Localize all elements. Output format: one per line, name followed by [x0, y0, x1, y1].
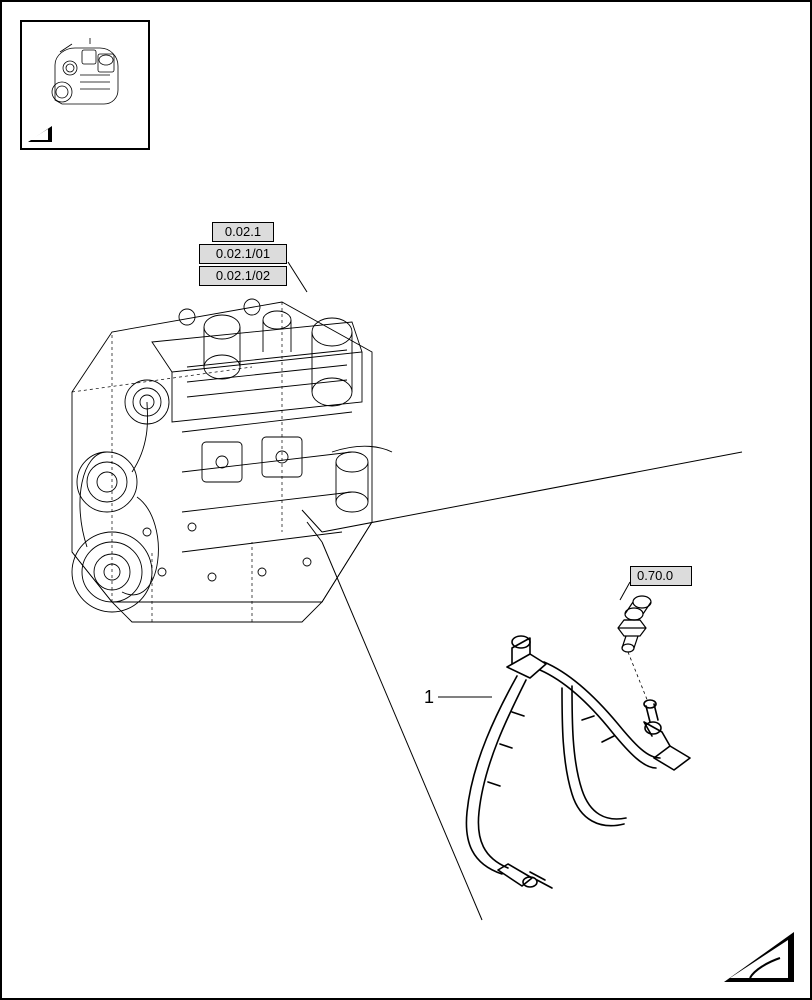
ref-label-1: 0.02.1/01 — [216, 246, 270, 261]
ref-box-1: 0.02.1/01 — [199, 244, 287, 264]
thumbnail-engine-icon — [40, 30, 132, 122]
ref-box-0: 0.02.1 — [212, 222, 274, 242]
hose-detail-drawing — [412, 572, 742, 902]
page-flip-icon-small — [26, 124, 54, 144]
page-frame: 0.02.1 0.02.1/01 0.02.1/02 0.70.0 1 — [0, 0, 812, 1000]
ref-label-0: 0.02.1 — [225, 224, 261, 239]
page-flip-icon-large — [720, 928, 798, 986]
thumbnail-box — [20, 20, 150, 150]
engine-main-drawing — [52, 272, 402, 652]
